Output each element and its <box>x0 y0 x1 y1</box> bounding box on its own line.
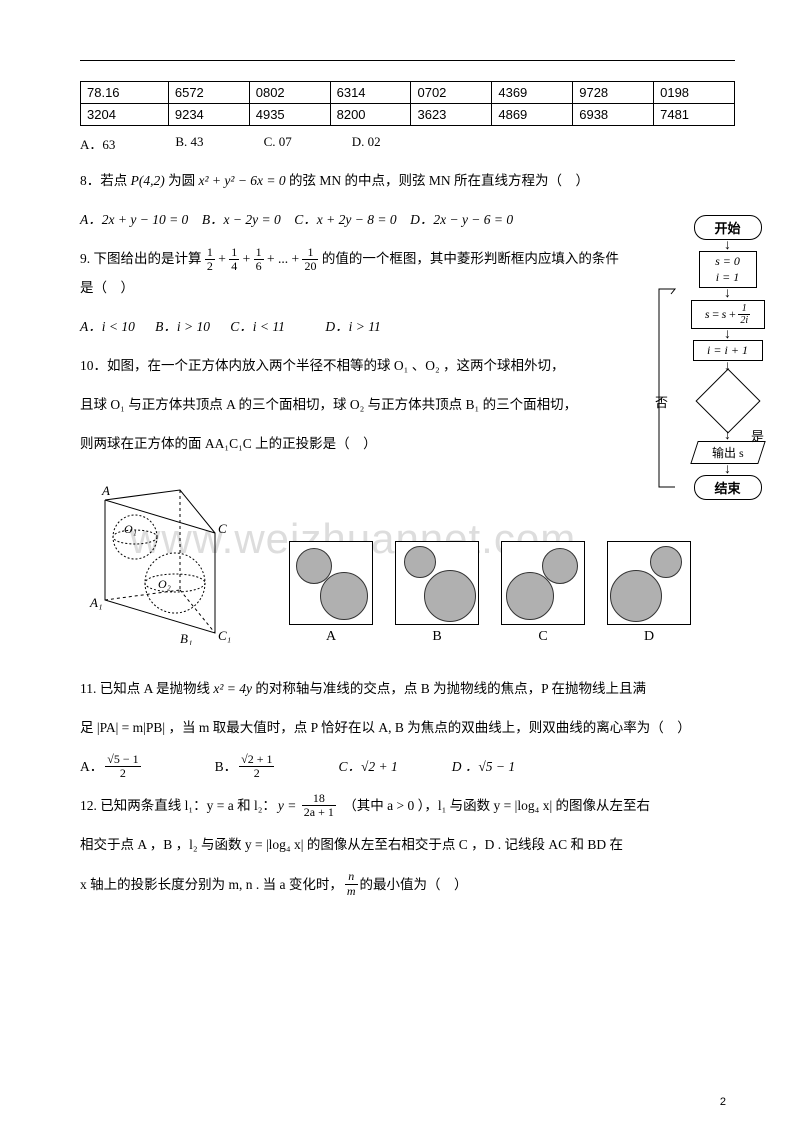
cell: 3204 <box>81 104 169 126</box>
page-number: 2 <box>720 1096 726 1108</box>
option-d: D．2x − y − 6 = 0 <box>410 212 513 227</box>
cell: 78.16 <box>81 82 169 104</box>
cell: 6572 <box>168 82 249 104</box>
q8-stem: 8．若点 P(4,2) 为圆 x² + y² − 6x = 0 的弦 MN 的中… <box>80 167 640 194</box>
fc-step2: i = i + 1 <box>693 340 763 361</box>
svg-text:C₁: C₁ <box>218 628 231 643</box>
math: P(4,2) <box>131 173 165 188</box>
cell: 4869 <box>492 104 573 126</box>
option-b: B. 43 <box>175 134 203 153</box>
q10-opt-a: A <box>285 541 377 645</box>
cell: 9234 <box>168 104 249 126</box>
fc-init: s = 0i = 1 <box>699 251 757 288</box>
q10-figures: A C A₁ C₁ B₁ O₁ O₂ A B <box>80 475 735 645</box>
cell: 0802 <box>249 82 330 104</box>
label: B <box>432 629 441 644</box>
svg-text:C: C <box>218 521 227 536</box>
q10-line1: 10．如图，在一个正方体内放入两个半径不相等的球 O₁ 、O₂ ，这两个球相外切… <box>80 352 620 379</box>
label: A <box>326 629 336 644</box>
cell: 8200 <box>330 104 411 126</box>
cell: 6938 <box>573 104 654 126</box>
text: 的对称轴与准线的交点，点 B 为抛物线的焦点，P 在抛物线上且满 <box>255 681 646 696</box>
q10-opt-c: C <box>497 541 589 645</box>
q10-line3: 则两球在正方体的面 AA₁C₁C 上的正投影是（ ） <box>80 430 620 457</box>
q10-opt-d: D <box>603 541 695 645</box>
text: 11. 已知点 A 是抛物线 <box>80 681 213 696</box>
q11-line2: 足 |PA| = m|PB| ，当 m 取最大值时，点 P 恰好在以 A, B … <box>80 714 735 741</box>
data-table: 78.16 6572 0802 6314 0702 4369 9728 0198… <box>80 81 735 126</box>
option-a: A．i < 10 <box>80 319 135 334</box>
cell: 9728 <box>573 82 654 104</box>
fc-start: 开始 <box>694 215 762 240</box>
math: x² = 4y <box>213 681 252 696</box>
fc-output: 输出 s <box>690 441 765 464</box>
cell: 7481 <box>654 104 735 126</box>
text: 8．若点 <box>80 173 131 188</box>
top-rule <box>80 60 735 61</box>
svg-text:B₁: B₁ <box>180 631 192 645</box>
svg-text:O₁: O₁ <box>124 522 137 536</box>
table-row: 3204 9234 4935 8200 3623 4869 6938 7481 <box>81 104 735 126</box>
q9-options: A．i < 10 B．i > 10 C．i < 11 D．i > 11 <box>80 313 620 340</box>
option-d: D ．√5 − 1 <box>452 753 515 780</box>
option-a: A．63 <box>80 134 115 153</box>
q12-line3: x 轴上的投影长度分别为 m, n . 当 a 变化时， nm 的最小值为（ ） <box>80 870 735 897</box>
fc-step1: s=s+12i <box>691 300 765 329</box>
svg-text:A: A <box>101 483 110 498</box>
cell: 0702 <box>411 82 492 104</box>
svg-text:O₂: O₂ <box>158 577 171 591</box>
cell: 4369 <box>492 82 573 104</box>
option-c: C．x + 2y − 8 = 0 <box>294 212 396 227</box>
cell: 6314 <box>330 82 411 104</box>
option-c: C. 07 <box>264 134 292 153</box>
q11-options: A．√5 − 12 B．√2 + 12 C．√2 + 1 D ．√5 − 1 <box>80 753 735 780</box>
cell: 4935 <box>249 104 330 126</box>
label: C <box>538 629 547 644</box>
cell: 3623 <box>411 104 492 126</box>
math: x² + y² − 6x = 0 <box>199 173 286 188</box>
q12-line1: 12. 已知两条直线 l₁：y = a 和 l₂： y = 182a + 1 （… <box>80 792 735 819</box>
text: 12. 已知两条直线 l₁：y = a 和 l₂： <box>80 792 276 819</box>
flowchart: 开始 ↓ s = 0i = 1 ↓ s=s+12i ↓ i = i + 1 ↓ … <box>675 215 780 500</box>
q9-stem: 9. 下图给出的是计算 12 + 14 + 16 + ... + 120 的值的… <box>80 245 620 301</box>
cell: 0198 <box>654 82 735 104</box>
option-b: B．i > 10 <box>155 319 210 334</box>
q7-options: A．63 B. 43 C. 07 D. 02 <box>80 134 735 153</box>
table-row: 78.16 6572 0802 6314 0702 4369 9728 0198 <box>81 82 735 104</box>
option-d: D. 02 <box>352 134 381 153</box>
option-d: D．i > 11 <box>325 319 380 334</box>
text: 9. 下图给出的是计算 <box>80 251 202 266</box>
fc-decision <box>695 368 760 433</box>
option-b: B．x − 2y = 0 <box>202 212 281 227</box>
option-c: C．√2 + 1 <box>338 753 397 780</box>
text: （其中 a > 0 ），l₁ 与函数 y = |log₄ x| 的图像从左至右 <box>343 792 650 819</box>
cube-diagram: A C A₁ C₁ B₁ O₁ O₂ <box>80 475 250 645</box>
q10-opt-b: B <box>391 541 483 645</box>
q8-options: A．2x + y − 10 = 0 B．x − 2y = 0 C．x + 2y … <box>80 206 640 233</box>
q12-line2: 相交于点 A ，B ，l₂ 与函数 y = |log₄ x| 的图像从左至右相交… <box>80 831 735 858</box>
text: x 轴上的投影长度分别为 m, n . 当 a 变化时， <box>80 871 343 898</box>
svg-text:A₁: A₁ <box>89 595 102 610</box>
text: 的弦 MN 的中点，则弦 MN 所在直线方程为（ ） <box>289 173 589 188</box>
text: 为圆 <box>168 173 198 188</box>
q10-line2: 且球 O₁ 与正方体共顶点 A 的三个面相切，球 O₂ 与正方体共顶点 B₁ 的… <box>80 391 630 418</box>
option-c: C．i < 11 <box>230 319 285 334</box>
q11-line1: 11. 已知点 A 是抛物线 x² = 4y 的对称轴与准线的交点，点 B 为抛… <box>80 675 735 702</box>
option-a: A．2x + y − 10 = 0 <box>80 212 188 227</box>
text: 的最小值为（ ） <box>360 871 468 898</box>
label: D <box>644 629 654 644</box>
